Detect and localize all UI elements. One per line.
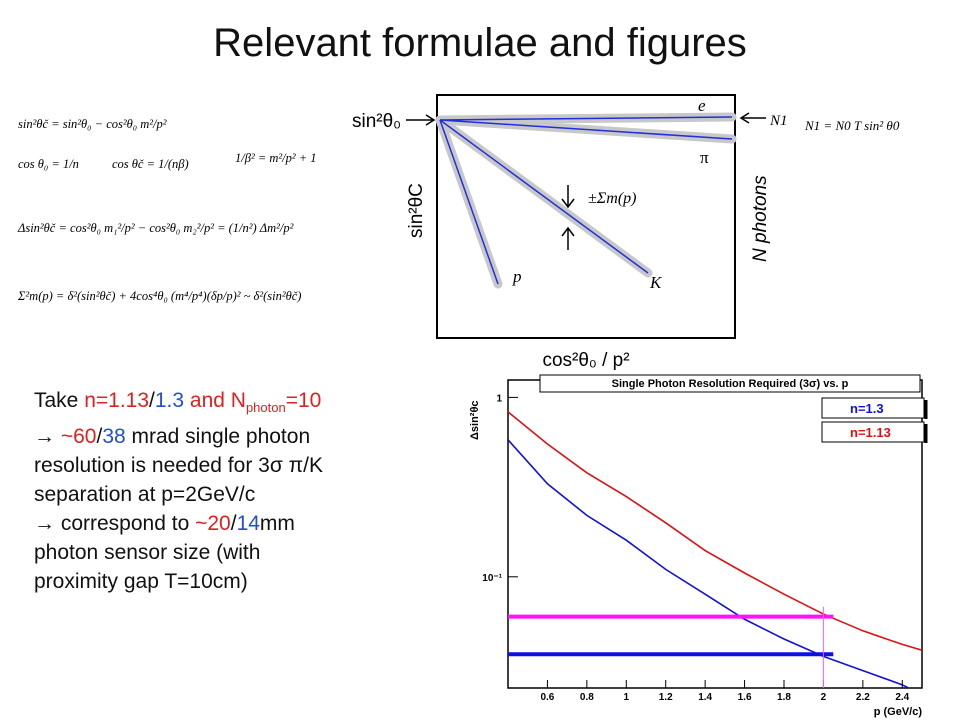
text-segment: photon sensor size (with (34, 541, 261, 565)
line-label: K (649, 273, 663, 292)
line-label: e (698, 96, 706, 115)
legend-label: n=1.13 (850, 425, 891, 440)
slide-title: Relevant formulae and figures (213, 21, 747, 65)
arrow (406, 114, 436, 126)
chart: Single Photon Resolution Required (3σ) v… (469, 374, 928, 718)
chart-title-box (539, 374, 921, 393)
text-segment: ~60 (60, 425, 97, 449)
x-tick-label: 2 (821, 692, 827, 703)
paragraph: Take n=1.13/1.3 and Nphoton=10 → ~60/38 m… (34, 386, 323, 596)
x-tick-label: 0.6 (540, 692, 554, 703)
y-axis-label: Δsin²θc (469, 400, 481, 440)
text-segment: n=1.13 (84, 389, 150, 412)
arrow (561, 185, 575, 209)
x-tick-label: 1 (624, 692, 630, 703)
plot-area (508, 411, 922, 688)
legend-box (821, 397, 925, 419)
lines (439, 116, 733, 285)
text-segment: ~20 (195, 512, 231, 536)
formula: Δsin²θč = cos²θ₀ m₁²/p² − cos²θ₀ m₂²/p² … (17, 221, 294, 235)
line-label: p (512, 267, 522, 286)
x-tick-label: 2.4 (895, 692, 909, 703)
text-segment: photon (245, 400, 286, 416)
arrow (561, 226, 575, 250)
text-segment: and N (184, 389, 246, 412)
x-tick-label: 1.8 (777, 692, 791, 703)
x-tick-label: 1.4 (698, 692, 712, 703)
text-segment: → correspond to (34, 512, 196, 536)
text-segment: 38 (102, 425, 126, 449)
diagram-frame (436, 94, 736, 339)
arrow (739, 112, 766, 124)
formulas: sin²θč = sin²θ₀ − cos²θ₀ m²/p² cos θ₀ = … (17, 117, 317, 303)
chart-title: Single Photon Resolution Required (3σ) v… (612, 378, 849, 390)
text-line: → ~60/38 mrad single photon (34, 422, 323, 451)
text-segment: proximity gap T=10cm) (34, 570, 248, 594)
formula: 1/β² = m²/p² + 1 (235, 151, 317, 165)
text-line: photon sensor size (with (34, 538, 323, 567)
text-segment: / (96, 425, 103, 449)
diagram-label: N photons (750, 175, 771, 262)
text-segment: / (149, 389, 155, 412)
legend-box (821, 421, 925, 443)
text-segment: Take (34, 389, 85, 412)
text-segment: / (230, 512, 237, 536)
formula: sin²θč = sin²θ₀ − cos²θ₀ m²/p² (18, 117, 167, 131)
text-segment: separation at p=2GeV/c (34, 483, 256, 507)
series-line (508, 439, 911, 688)
diagram-label: sin²θC (406, 183, 427, 238)
y-tick-label: 10⁻¹ (482, 573, 502, 584)
bands (435, 112, 737, 289)
x-axis-label: p (GeV/c) (874, 706, 923, 718)
text-segment: 1.3 (154, 389, 185, 412)
x-tick-label: 2.2 (856, 692, 870, 703)
diagram: sin²θ₀ sin²θC cos²θ₀ / p² N photons e π … (352, 94, 900, 371)
text-segment: resolution is needed for 3σ π/K (34, 454, 323, 478)
series-line (508, 411, 922, 651)
text-segment: =10 (285, 389, 322, 412)
diagram-label: sin²θ₀ (352, 111, 401, 132)
text-segment: mrad single photon (125, 425, 311, 449)
formula: Σ²m(p) = δ²(sin²θč) + 4cos⁴θ₀ (m⁴/p⁴)(δp… (17, 289, 301, 303)
text-segment: 14 (236, 512, 260, 536)
line-label: π (700, 148, 709, 167)
x-tick-label: 1.6 (738, 692, 752, 703)
y-tick-label: 1 (496, 393, 502, 404)
text-line: Take n=1.13/1.3 and Nphoton=10 (34, 386, 323, 422)
formula: cos θč = 1/(nβ) (112, 157, 189, 171)
text-segment: → (34, 425, 61, 449)
text-line: resolution is needed for 3σ π/K (34, 451, 323, 480)
n1-label: N1 (769, 113, 788, 129)
text-line: → correspond to ~20/14mm (34, 509, 323, 538)
formula: cos θ₀ = 1/n (18, 157, 79, 171)
legend-label: n=1.3 (850, 401, 884, 416)
text-line: separation at p=2GeV/c (34, 480, 323, 509)
n1-formula: N1 = N0 T sin² θ0 (804, 118, 900, 133)
diagram-label: cos²θ₀ / p² (542, 350, 629, 371)
x-tick-label: 0.8 (580, 692, 594, 703)
text-line: proximity gap T=10cm) (34, 567, 323, 596)
x-tick-label: 1.2 (659, 692, 673, 703)
text-segment: mm (259, 512, 295, 536)
sigma-label: ±Σm(p) (588, 190, 637, 207)
